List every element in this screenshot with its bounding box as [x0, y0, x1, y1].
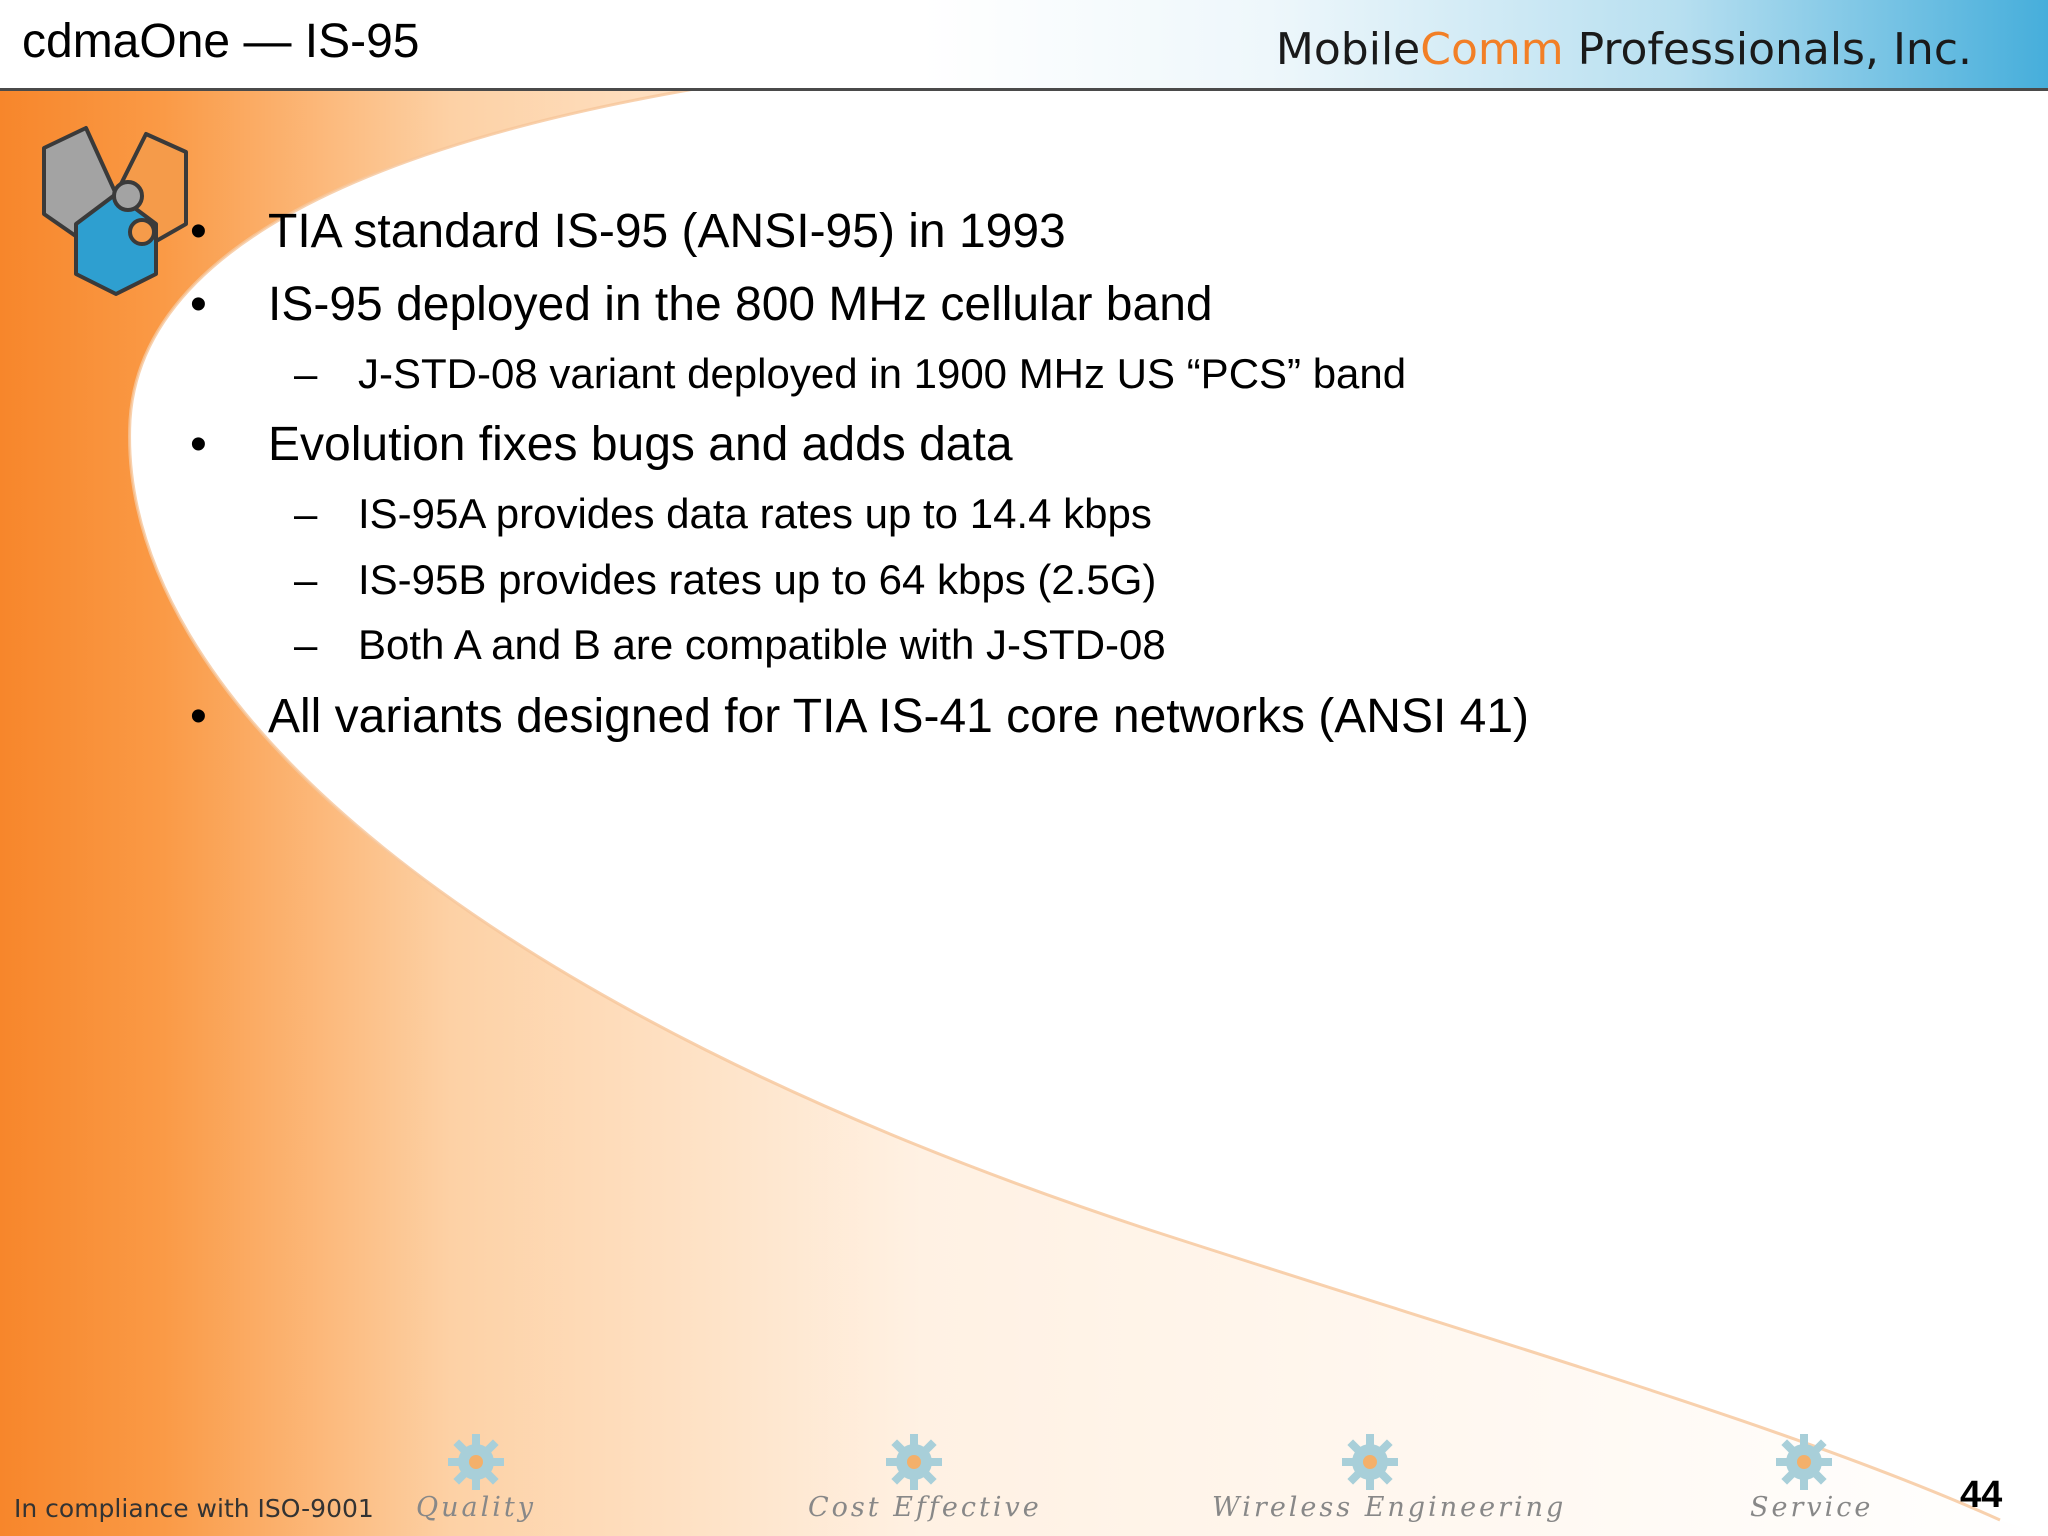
page-number: 44	[1960, 1474, 2003, 1516]
brand-accent: Comm	[1420, 24, 1564, 75]
gear-icon	[1342, 1434, 1398, 1490]
gear-icon	[1776, 1434, 1832, 1490]
company-logo-text: MobileComm Professionals, Inc.	[1276, 24, 1972, 75]
header-bar: cdmaOne — IS-95 MobileComm Professionals…	[0, 0, 2048, 91]
footer-label-wireless-engineering: Wireless Engineering	[1212, 1492, 1567, 1523]
bullet-item: • Evolution fixes bugs and adds data	[190, 418, 1013, 471]
footer-label-cost-effective: Cost Effective	[808, 1492, 1042, 1523]
bullet-item: • TIA standard IS-95 (ANSI-95) in 1993	[190, 205, 1066, 258]
footer-label-service: Service	[1750, 1492, 1874, 1523]
sub-bullet-item: – IS-95A provides data rates up to 14.4 …	[294, 490, 1152, 537]
gear-icon	[886, 1434, 942, 1490]
brand-prefix: Mobile	[1275, 24, 1421, 75]
slide-title: cdmaOne — IS-95	[22, 15, 420, 68]
sub-bullet-item: – Both A and B are compatible with J-STD…	[294, 621, 1166, 668]
brand-suffix: Professionals, Inc.	[1563, 24, 1972, 75]
iso-compliance-text: In compliance with ISO-9001	[14, 1494, 374, 1523]
sub-bullet-item: – J-STD-08 variant deployed in 1900 MHz …	[294, 350, 1407, 397]
gear-icon	[448, 1434, 504, 1490]
sub-bullet-item: – IS-95B provides rates up to 64 kbps (2…	[294, 556, 1157, 603]
bullet-item: • All variants designed for TIA IS-41 co…	[190, 690, 1530, 743]
bullet-item: • IS-95 deployed in the 800 MHz cellular…	[190, 278, 1213, 331]
puzzle-heart-icon	[42, 126, 188, 296]
footer-label-quality: Quality	[416, 1492, 536, 1523]
